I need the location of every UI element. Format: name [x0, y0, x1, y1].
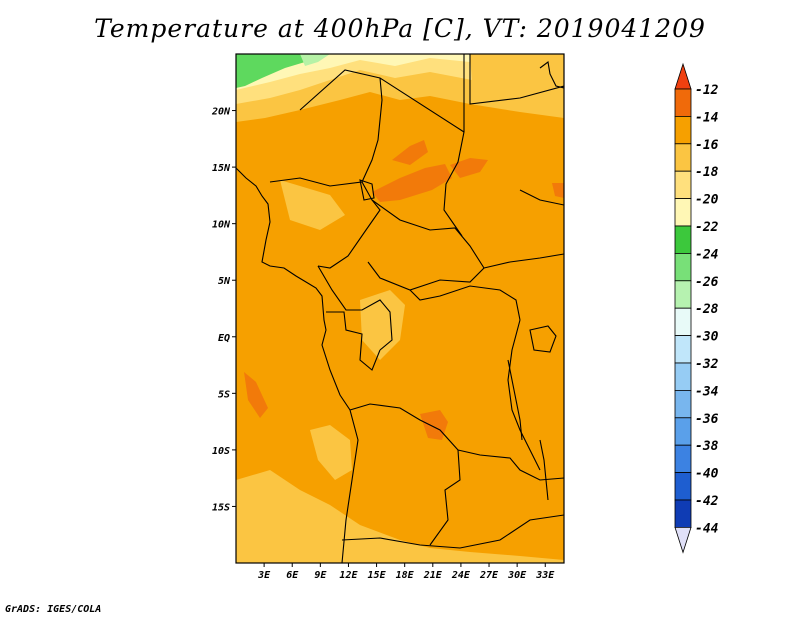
- border-drc-north: [409, 285, 521, 321]
- credit-label: GrADS: IGES/COLA: [5, 604, 102, 615]
- legend-swatch: [674, 444, 692, 474]
- legend-swatch: [674, 280, 692, 309]
- page-title: Temperature at 400hPa [C], VT: 201904120…: [94, 14, 706, 43]
- temperature-field: [236, 54, 564, 563]
- border-angola: [349, 403, 461, 546]
- longitude-ticks: 3E 6E 9E 12E 15E 18E 21E 24E 27E 30E 33E: [257, 563, 555, 581]
- lake-victoria: [529, 325, 557, 353]
- lon-tick-label: 9E: [314, 570, 327, 581]
- legend-swatch: [674, 362, 692, 391]
- field-warm-chad-north: [392, 140, 428, 165]
- legend-swatch: [674, 307, 692, 337]
- red-sea-coast: [539, 61, 564, 89]
- border-eastern: [483, 253, 564, 269]
- lat-tick-label: 5N: [218, 276, 231, 287]
- lon-tick-label: 30E: [507, 570, 527, 581]
- legend-swatch: [674, 143, 692, 172]
- latitude-ticks: 20N 15N 10N 5N EQ 5S 10S 15S: [211, 107, 236, 513]
- border-gabon-congo: [326, 311, 381, 371]
- lon-tick-label: 12E: [339, 570, 358, 581]
- country-borders: [236, 54, 564, 563]
- border-chad-sudan: [443, 54, 465, 237]
- legend-label: -40: [695, 467, 719, 482]
- border-ethiopia: [519, 189, 564, 206]
- color-legend: -12 -14 -16 -18 -20 -22 -24 -26 -28 -30 -32 -34 -36 -…: [674, 62, 719, 554]
- field-cool-east-strip: [470, 54, 564, 96]
- legend-label: -42: [695, 494, 719, 509]
- lon-tick-label: 6E: [286, 570, 299, 581]
- legend-label: -24: [695, 247, 719, 262]
- legend-swatch: [674, 499, 692, 528]
- border-niger-chad: [361, 77, 383, 183]
- legend-top-arrow: [674, 62, 692, 90]
- legend-swatch: [674, 116, 692, 145]
- lon-tick-label: 15E: [368, 570, 387, 581]
- legend-swatch: [674, 335, 692, 364]
- legend-label: -26: [695, 275, 719, 290]
- border-drc-east: [507, 319, 541, 471]
- lon-tick-label: 27E: [479, 570, 499, 581]
- lon-tick-label: 21E: [423, 570, 443, 581]
- legend-swatch: [674, 88, 692, 117]
- legend-label: -18: [695, 165, 719, 180]
- legend-label: -20: [695, 193, 719, 208]
- lon-tick-label: 18E: [396, 570, 415, 581]
- border-sudan-egypt: [469, 54, 564, 105]
- coastline-west-africa: [236, 167, 359, 563]
- border-nigeria: [269, 177, 381, 269]
- legend-label: -12: [695, 83, 719, 98]
- legend-swatch: [674, 225, 692, 254]
- lon-tick-label: 33E: [535, 570, 555, 581]
- lat-tick-label: 5S: [218, 389, 230, 400]
- lat-tick-label: 20N: [211, 107, 231, 118]
- lon-tick-label: 24E: [451, 570, 471, 581]
- legend-label: -16: [695, 138, 719, 153]
- legend-label: -32: [695, 357, 719, 372]
- legend-bottom-arrow: [674, 527, 692, 554]
- legend-label: -30: [695, 330, 719, 345]
- lat-tick-label: 15N: [212, 163, 231, 174]
- legend-label: -28: [695, 302, 719, 317]
- legend-label: -34: [695, 384, 719, 399]
- lat-tick-label: 10N: [212, 220, 231, 231]
- legend-swatch: [674, 389, 692, 419]
- lake-tanganyika: [507, 359, 523, 441]
- lake-malawi: [539, 439, 549, 501]
- border-south: [341, 514, 564, 549]
- legend-label: -36: [695, 412, 719, 427]
- lon-tick-label: 3E: [257, 570, 271, 581]
- legend-label: -14: [695, 110, 719, 125]
- field-warm-atlantic: [244, 372, 268, 418]
- field-cool-angola: [310, 425, 352, 480]
- field-warm-chad: [372, 164, 452, 202]
- field-cool-gabon: [360, 290, 405, 360]
- lat-tick-label: EQ: [218, 333, 230, 344]
- lat-tick-label: 10S: [212, 446, 230, 457]
- legend-swatch: [674, 417, 692, 446]
- border-cameroon: [317, 265, 393, 351]
- field-warm-congo: [420, 410, 448, 440]
- map-frame: [235, 53, 565, 564]
- field-cool-central: [280, 180, 345, 230]
- legend-swatch: [674, 198, 692, 227]
- legend-label: -44: [695, 521, 719, 536]
- lat-tick-label: 15S: [212, 502, 230, 513]
- field-lightgreen-edge: [300, 54, 330, 66]
- border-zambia: [457, 449, 564, 481]
- field-warm-east: [552, 183, 564, 198]
- legend-swatch: [674, 170, 692, 199]
- border-sahel-north: [299, 69, 465, 133]
- legend-label: -22: [695, 220, 719, 235]
- legend-swatch: [674, 252, 692, 282]
- legend-swatch: [674, 472, 692, 501]
- legend-label: -38: [695, 439, 719, 454]
- field-warm-sudan: [450, 158, 488, 178]
- field-green-patch: [236, 54, 320, 88]
- field-cool-southwest: [236, 470, 564, 563]
- lake-chad: [359, 179, 375, 201]
